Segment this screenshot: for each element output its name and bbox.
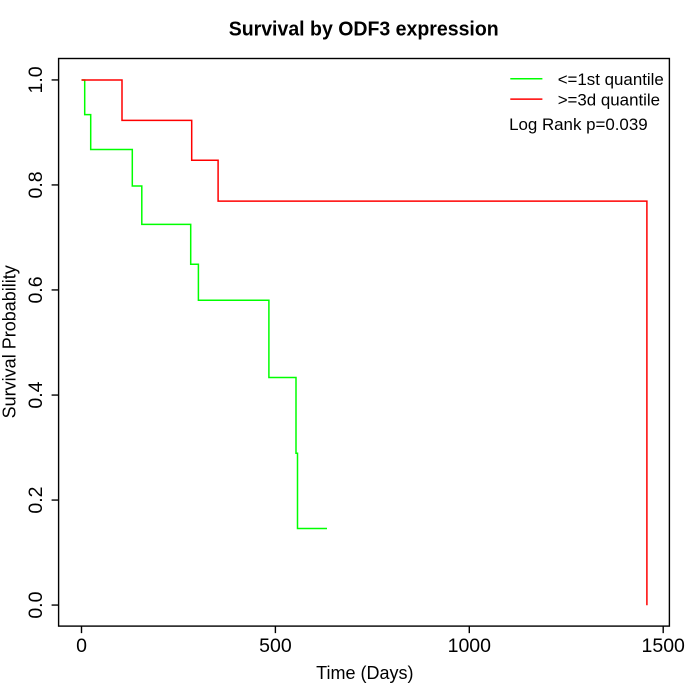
svg-text:Time (Days): Time (Days) bbox=[316, 663, 413, 683]
svg-text:0.4: 0.4 bbox=[25, 381, 47, 408]
svg-text:0.6: 0.6 bbox=[25, 276, 47, 303]
svg-text:1000: 1000 bbox=[448, 635, 492, 657]
svg-text:<=1st quantile: <=1st quantile bbox=[558, 70, 664, 89]
svg-text:Survival Probability: Survival Probability bbox=[0, 265, 20, 418]
svg-text:0.2: 0.2 bbox=[25, 487, 47, 514]
svg-text:1.0: 1.0 bbox=[25, 66, 47, 93]
svg-text:Log Rank p=0.039: Log Rank p=0.039 bbox=[509, 115, 648, 134]
svg-text:0.0: 0.0 bbox=[25, 591, 47, 618]
svg-text:0: 0 bbox=[76, 635, 87, 657]
svg-text:500: 500 bbox=[259, 635, 292, 657]
svg-text:1500: 1500 bbox=[642, 635, 686, 657]
svg-text:Survival by ODF3 expression: Survival by ODF3 expression bbox=[229, 18, 499, 41]
svg-text:>=3d quantile: >=3d quantile bbox=[558, 90, 660, 109]
svg-text:0.8: 0.8 bbox=[25, 171, 47, 198]
